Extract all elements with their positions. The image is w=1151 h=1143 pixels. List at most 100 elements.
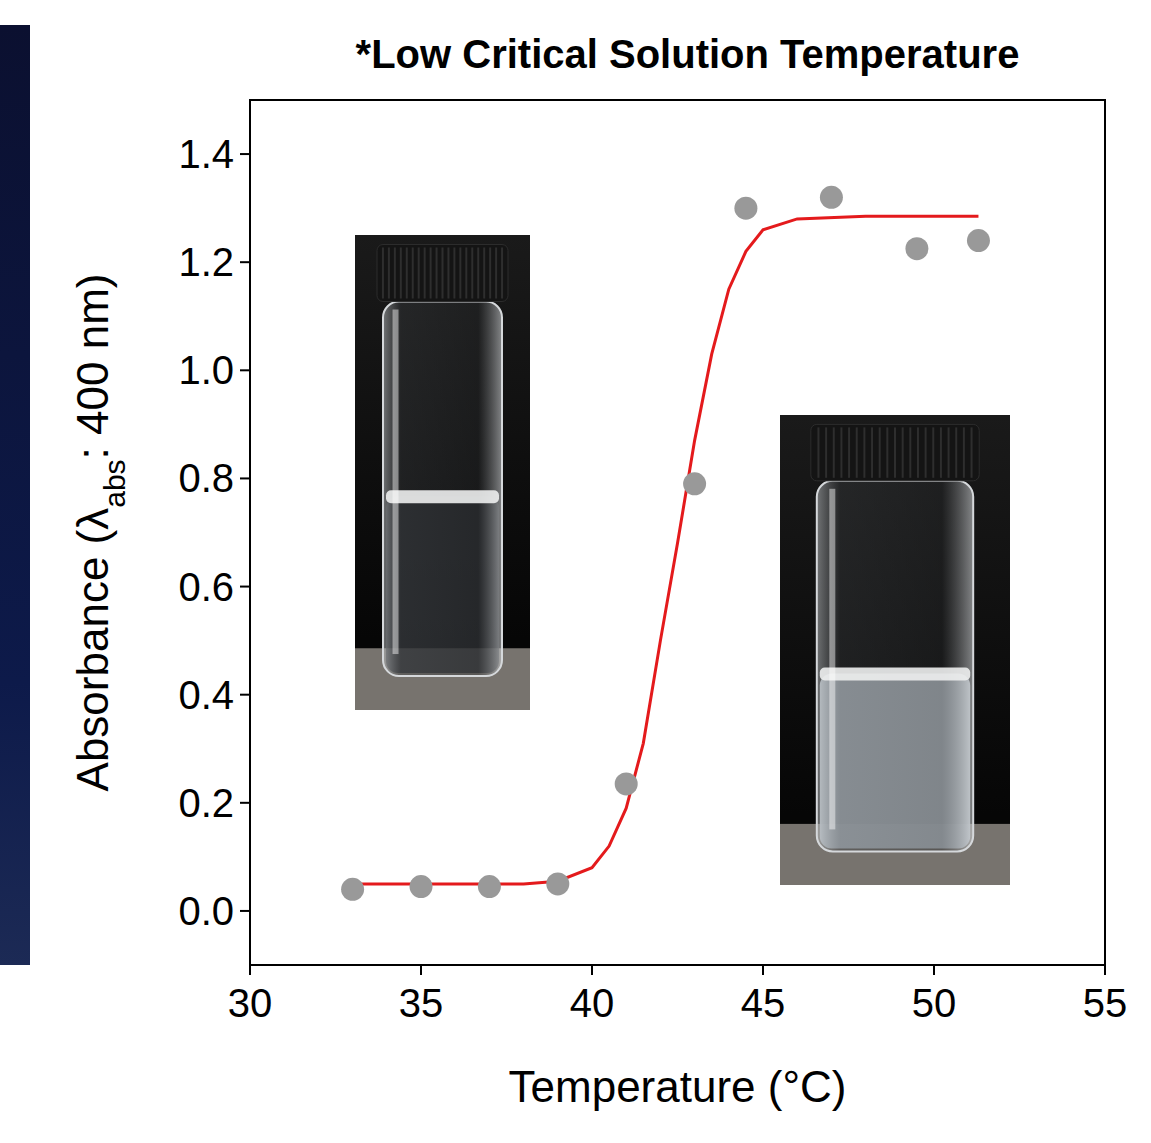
y-tick <box>240 369 250 371</box>
cap-rib <box>447 248 449 299</box>
cap-rib <box>856 427 858 477</box>
cap-rib <box>412 248 414 299</box>
vial-meniscus <box>386 490 499 503</box>
title: *Low Critical Solution Temperature <box>356 32 1020 76</box>
y-tick <box>240 477 250 479</box>
x-tick <box>762 965 764 975</box>
data-point <box>410 875 433 898</box>
cap-rib <box>388 248 390 299</box>
cap-rib <box>400 248 402 299</box>
cap-rib <box>817 427 819 477</box>
side-image <box>0 25 30 965</box>
cap-rib <box>394 248 396 299</box>
cap-rib <box>871 427 873 477</box>
cap-rib <box>840 427 842 477</box>
y-tick-label: 1.0 <box>178 348 234 392</box>
marks <box>341 186 990 901</box>
y-tick <box>240 802 250 804</box>
x-tick <box>933 965 935 975</box>
y-tick <box>240 694 250 696</box>
x-axis-title: Temperature (°C) <box>509 1062 847 1111</box>
x-tick <box>1104 965 1106 975</box>
cap-rib <box>940 427 942 477</box>
x-tick-label: 55 <box>1083 981 1128 1025</box>
cap-rib <box>424 248 426 299</box>
cap-rib <box>848 427 850 477</box>
data-point <box>683 472 706 495</box>
photo-background <box>780 415 1010 885</box>
cap-rib <box>825 427 827 477</box>
cap-rib <box>902 427 904 477</box>
y-axis-title-part: : 400 nm) <box>68 274 117 460</box>
cap-rib <box>932 427 934 477</box>
y-tick-label: 0.8 <box>178 456 234 500</box>
cap-rib <box>925 427 927 477</box>
y-tick <box>240 910 250 912</box>
vial-cap <box>377 245 508 302</box>
vial-glass <box>817 481 973 852</box>
plot-frame <box>250 100 1105 965</box>
cap-rib <box>495 248 497 299</box>
cap-rib <box>465 248 467 299</box>
y-tick <box>240 586 250 588</box>
cap-rib <box>489 248 491 299</box>
y-axis-title: Absorbance (λabs: 400 nm) <box>68 274 131 792</box>
data-point <box>905 237 928 260</box>
x-tick-label: 40 <box>570 981 615 1025</box>
chart: *Low Critical Solution Temperature 0.0 0.2… <box>0 0 1151 1143</box>
vial-glass <box>383 302 502 677</box>
y-axis-title-part: Absorbance (λ <box>68 508 117 792</box>
cap-rib <box>917 427 919 477</box>
cap-rib <box>430 248 432 299</box>
x-tick <box>591 965 593 975</box>
cap-rib <box>442 248 444 299</box>
cap-rib <box>406 248 408 299</box>
y-tick <box>240 261 250 263</box>
y-tick <box>240 153 250 155</box>
y-tick-label: 1.4 <box>178 132 234 176</box>
cap-rib <box>879 427 881 477</box>
cap-rib <box>955 427 957 477</box>
data-point <box>967 229 990 252</box>
cap-rib <box>471 248 473 299</box>
cap-rib <box>483 248 485 299</box>
y-tick-label: 0.2 <box>178 781 234 825</box>
y-tick-label: 0.6 <box>178 565 234 609</box>
data-point <box>546 872 569 895</box>
x-tick <box>420 965 422 975</box>
cap-rib <box>894 427 896 477</box>
photo-background <box>355 235 530 710</box>
cap-rib <box>501 248 503 299</box>
vial-photo <box>355 235 530 710</box>
vial-highlight <box>393 310 399 655</box>
cap-rib <box>418 248 420 299</box>
vial-cap <box>811 424 979 480</box>
cap-rib <box>971 427 973 477</box>
y-tick-label: 1.2 <box>178 240 234 284</box>
vial-highlight <box>829 489 835 830</box>
vial-meniscus <box>820 668 970 681</box>
data-point <box>820 186 843 209</box>
cap-rib <box>886 427 888 477</box>
y-tick-label: 0.4 <box>178 673 234 717</box>
fit-line <box>353 216 979 884</box>
x-tick-label: 50 <box>912 981 957 1025</box>
data-point <box>734 197 757 220</box>
x-tick-label: 35 <box>399 981 444 1025</box>
data-point <box>341 878 364 901</box>
y-axis-title-part: abs <box>98 459 131 507</box>
cap-rib <box>459 248 461 299</box>
x-tick <box>249 965 251 975</box>
cap-rib <box>436 248 438 299</box>
cap-rib <box>382 248 384 299</box>
data-point <box>478 875 501 898</box>
cap-rib <box>963 427 965 477</box>
data-point <box>615 772 638 795</box>
cap-rib <box>833 427 835 477</box>
vial-photo <box>780 415 1010 885</box>
cap-rib <box>863 427 865 477</box>
cap-rib <box>948 427 950 477</box>
y-tick-label: 0.0 <box>178 889 234 933</box>
cap-rib <box>909 427 911 477</box>
cap-rib <box>453 248 455 299</box>
